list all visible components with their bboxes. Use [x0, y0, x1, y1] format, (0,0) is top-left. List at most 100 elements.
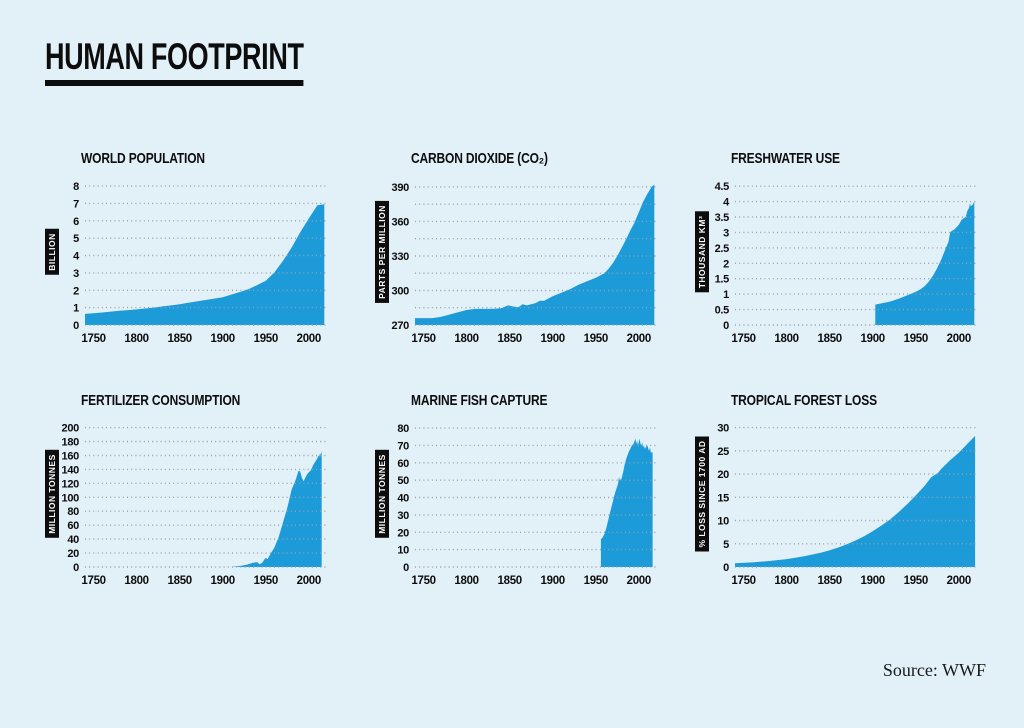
- y-tick-label: 100: [62, 492, 80, 504]
- x-tick-label: 1850: [818, 333, 842, 345]
- x-tick-label: 1850: [168, 575, 192, 587]
- chart-plot-area: THOUSAND KM³ 0 0.5 1 1.5 2 2.5 3 3.5 4 4.5 1750 1800…: [693, 174, 983, 360]
- x-tick-label: 1900: [541, 575, 565, 587]
- y-tick-label: 5: [73, 233, 79, 245]
- y-tick-label: 3: [73, 268, 79, 280]
- y-tick-label: 390: [392, 182, 410, 194]
- y-tick-label: 3: [723, 227, 729, 239]
- x-tick-label: 1750: [81, 575, 105, 587]
- y-tick-label: 10: [717, 516, 729, 528]
- x-tick-label: 1950: [584, 333, 608, 345]
- y-tick-label: 1: [723, 289, 729, 301]
- y-axis-label: THOUSAND KM³: [695, 211, 709, 293]
- x-tick-label: 1800: [124, 333, 148, 345]
- x-tick-label: 2000: [627, 333, 651, 345]
- chart-world-population: WORLD POPULATION BILLION 0 1 2 3 4 5 6 7 8 1750 1800…: [43, 150, 343, 365]
- chart-plot-area: MILLION TONNES 0 20 40 60 80 100 120 140 160 180 20…: [43, 416, 333, 602]
- y-tick-label: 140: [62, 464, 80, 476]
- y-tick-label: 25: [717, 446, 729, 458]
- x-tick-label: 1900: [541, 333, 565, 345]
- x-tick-label: 1950: [904, 575, 928, 587]
- x-tick-label: 1900: [861, 575, 885, 587]
- y-tick-label: 200: [62, 423, 80, 435]
- x-tick-label: 1750: [411, 575, 435, 587]
- area-chart-svg: 0 1 2 3 4 5 6 7 8 1750 1800 1850 1900 1950 2000: [73, 181, 326, 345]
- y-tick-label: 80: [397, 423, 409, 435]
- page-title: HUMAN FOOTPRINT: [45, 37, 304, 86]
- y-tick-label: 5: [723, 539, 729, 551]
- y-tick-label: 2.5: [715, 243, 730, 255]
- x-tick-label: 1900: [211, 575, 235, 587]
- y-tick-label: 160: [62, 451, 80, 463]
- y-tick-label: 4.5: [715, 181, 730, 193]
- chart-title: FERTILIZER CONSUMPTION: [81, 392, 241, 409]
- y-tick-label: 10: [397, 545, 409, 557]
- chart-plot-area: PARTS PER MILLION 270 300 330 360 390 1750 1800…: [373, 174, 663, 360]
- x-tick-label: 1800: [774, 333, 798, 345]
- source-credit: Source: WWF: [882, 660, 986, 680]
- y-tick-label: 7: [73, 198, 79, 210]
- area-series: [735, 435, 976, 567]
- y-tick-label: 4: [723, 197, 730, 209]
- y-tick-label: 70: [397, 440, 409, 452]
- x-tick-label: 1950: [584, 575, 608, 587]
- y-tick-label: 0: [723, 562, 729, 574]
- y-axis-label: MILLION TONNES: [45, 450, 59, 538]
- chart-marine-fish-capture: MARINE FISH CAPTURE MILLION TONNES 0 10 20 30…: [373, 392, 673, 607]
- y-tick-label: 50: [397, 475, 409, 487]
- chart-title: FRESHWATER USE: [731, 150, 840, 167]
- y-tick-label: 120: [62, 478, 80, 490]
- y-tick-label: 270: [392, 320, 410, 332]
- y-tick-label: 80: [67, 506, 79, 518]
- y-tick-label: 30: [717, 423, 729, 435]
- x-tick-label: 1750: [81, 333, 105, 345]
- chart-carbon-dioxide-co: CARBON DIOXIDE (CO₂) PARTS PER MILLION 270…: [373, 150, 673, 365]
- y-tick-label: 20: [717, 469, 729, 481]
- y-tick-label: 300: [392, 286, 410, 298]
- y-tick-label: 1: [73, 303, 79, 315]
- y-tick-label: 0: [73, 320, 79, 332]
- x-tick-label: 1850: [168, 333, 192, 345]
- y-tick-label: 360: [392, 216, 410, 228]
- chart-plot-area: % LOSS SINCE 1700 AD 0 5 10 15 20 25 30 1750 1800…: [693, 416, 983, 602]
- area-series: [233, 451, 322, 567]
- x-tick-label: 1800: [454, 575, 478, 587]
- x-tick-label: 1850: [498, 575, 522, 587]
- y-axis-label: MILLION TONNES: [375, 450, 389, 538]
- area-series: [85, 204, 325, 325]
- area-chart-svg: 0 5 10 15 20 25 30 1750 1800 1850 1900 1950 2000: [717, 423, 976, 587]
- x-tick-label: 2000: [947, 575, 971, 587]
- y-tick-label: 40: [397, 493, 409, 505]
- y-tick-label: 0: [73, 562, 79, 574]
- chart-title: CARBON DIOXIDE (CO₂): [411, 150, 548, 167]
- y-tick-label: 30: [397, 510, 409, 522]
- x-tick-label: 2000: [297, 333, 321, 345]
- x-tick-label: 2000: [947, 333, 971, 345]
- area-chart-svg: 0 0.5 1 1.5 2 2.5 3 3.5 4 4.5 1750 1800 1850 1900 1950…: [715, 181, 976, 345]
- x-tick-label: 1750: [411, 333, 435, 345]
- area-chart-svg: 0 10 20 30 40 50 60 70 80 1750 1800 1850 1900 1950 200…: [397, 423, 656, 587]
- x-tick-label: 1900: [861, 333, 885, 345]
- y-tick-label: 60: [67, 520, 79, 532]
- y-axis-label: BILLION: [45, 229, 59, 275]
- y-tick-label: 20: [397, 527, 409, 539]
- y-tick-label: 0: [403, 562, 409, 574]
- chart-plot-area: MILLION TONNES 0 10 20 30 40 50 60 70 80 1750 1800 1…: [373, 416, 663, 602]
- chart-title: WORLD POPULATION: [81, 150, 205, 167]
- x-tick-label: 1750: [731, 575, 755, 587]
- y-tick-label: 4: [73, 251, 80, 263]
- chart-title: MARINE FISH CAPTURE: [411, 392, 548, 409]
- area-series: [600, 438, 653, 567]
- y-tick-label: 8: [73, 181, 79, 193]
- y-tick-label: 180: [62, 437, 80, 449]
- x-tick-label: 1950: [904, 333, 928, 345]
- y-tick-label: 330: [392, 251, 410, 263]
- x-tick-label: 1950: [254, 575, 278, 587]
- chart-fertilizer-consumption: FERTILIZER CONSUMPTION MILLION TONNES 0 20 4…: [43, 392, 343, 607]
- area-series: [415, 184, 655, 325]
- y-tick-label: 0.5: [715, 305, 730, 317]
- y-tick-label: 2: [723, 258, 729, 270]
- y-tick-label: 2: [73, 285, 79, 297]
- y-tick-label: 60: [397, 458, 409, 470]
